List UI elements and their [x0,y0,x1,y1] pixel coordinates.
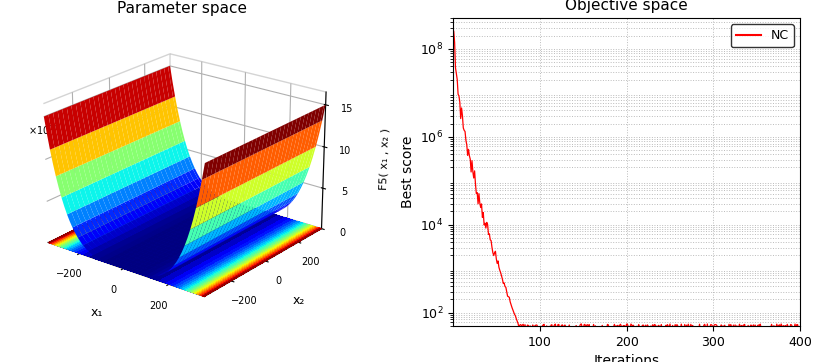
Text: $\times10^{10}$: $\times10^{10}$ [28,123,59,137]
Title: Objective space: Objective space [565,0,688,13]
Y-axis label: Best score: Best score [401,136,415,208]
Title: Parameter space: Parameter space [117,1,247,16]
X-axis label: Iterations: Iterations [593,354,660,362]
Y-axis label: x₂: x₂ [293,294,305,307]
Legend: NC: NC [731,24,794,47]
X-axis label: x₁: x₁ [90,306,102,319]
